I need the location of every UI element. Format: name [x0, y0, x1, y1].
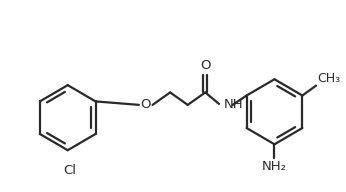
Text: NH: NH	[224, 98, 244, 111]
Text: CH₃: CH₃	[317, 72, 340, 85]
Text: Cl: Cl	[63, 164, 76, 177]
Text: O: O	[140, 98, 151, 111]
Text: NH₂: NH₂	[262, 160, 287, 173]
Text: O: O	[200, 59, 211, 72]
